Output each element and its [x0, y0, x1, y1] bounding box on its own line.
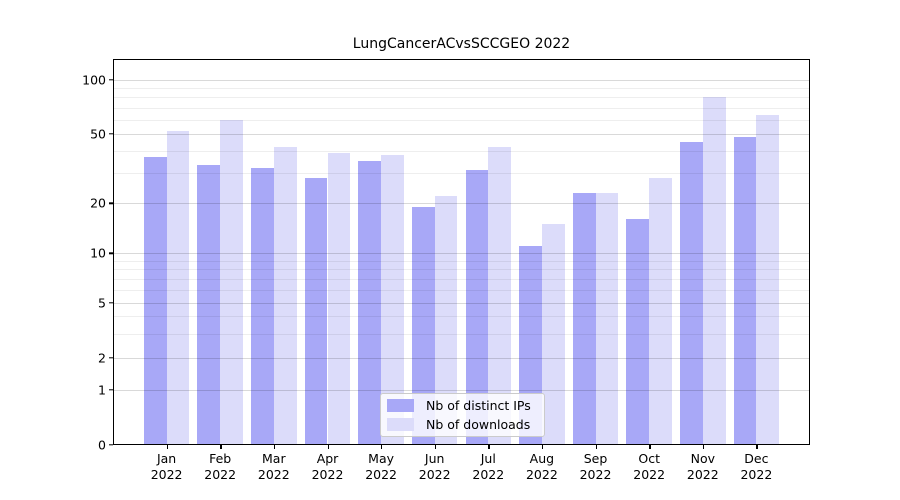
bar-downloads-apr	[327, 152, 351, 444]
y-tick-mark	[109, 357, 113, 359]
bar-distinct-ips-dec	[733, 137, 757, 444]
x-tick-year: 2022	[365, 467, 397, 482]
bar-downloads-jan	[166, 130, 190, 444]
legend: Nb of distinct IPs Nb of downloads	[380, 393, 545, 437]
bar-distinct-ips-nov	[680, 142, 703, 444]
bar-distinct-ips-feb	[197, 165, 221, 444]
x-tick-month: Jul	[480, 451, 496, 466]
x-tick-month: Oct	[638, 451, 660, 466]
x-tick-label: Apr 2022	[298, 451, 358, 483]
bar-downloads-sep	[595, 192, 619, 444]
x-tick-mark	[434, 445, 437, 449]
x-tick-mark	[381, 445, 383, 449]
x-tick-month: May	[368, 451, 395, 466]
x-tick-label: Feb 2022	[190, 451, 250, 483]
bar-downloads-dec	[756, 114, 780, 444]
bar-downloads-may	[381, 154, 404, 444]
x-tick-year: 2022	[150, 467, 183, 482]
bar-distinct-ips-jul	[465, 170, 489, 444]
y-tick-label: 20	[90, 195, 106, 211]
x-tick-label: May 2022	[351, 451, 411, 483]
y-tick-mark	[109, 133, 113, 135]
x-tick-mark	[273, 445, 276, 449]
bar-distinct-ips-mar	[251, 167, 274, 444]
x-tick-label: Dec 2022	[726, 451, 786, 483]
x-tick-label: Jun 2022	[405, 451, 465, 483]
x-tick-mark	[488, 445, 490, 449]
x-tick-mark	[166, 445, 168, 449]
x-tick-month: Mar	[262, 451, 286, 466]
x-tick-month: Jan	[156, 451, 177, 466]
x-tick-mark	[649, 445, 651, 449]
x-tick-month: Nov	[690, 451, 715, 466]
x-tick-year: 2022	[418, 467, 451, 482]
y-tick-mark	[109, 79, 113, 81]
x-tick-label: Nov 2022	[673, 451, 733, 483]
y-tick-mark	[109, 202, 113, 204]
chart-title: LungCancerACvsSCCGEO 2022	[352, 36, 571, 52]
y-tick-mark	[109, 302, 113, 304]
legend-item-distinct-ips: Nb of distinct IPs	[386, 397, 539, 414]
legend-swatch-downloads	[387, 418, 414, 432]
x-tick-month: Aug	[529, 451, 555, 466]
x-tick-year: 2022	[257, 467, 290, 482]
legend-label-downloads: Nb of downloads	[426, 417, 531, 433]
bar-distinct-ips-jun	[411, 207, 435, 444]
bar-downloads-feb	[220, 119, 243, 444]
y-tick-mark	[109, 252, 113, 254]
x-tick-label: Oct 2022	[619, 451, 679, 483]
x-tick-month: Sep	[583, 451, 608, 466]
x-tick-label: Sep 2022	[566, 451, 626, 483]
y-tick-label: 0	[98, 437, 106, 452]
y-tick-label: 10	[90, 245, 106, 261]
bar-downloads-mar	[273, 147, 297, 444]
x-tick-year: 2022	[204, 467, 237, 482]
x-tick-mark	[541, 445, 544, 449]
legend-swatch-distinct-ips	[387, 398, 414, 412]
x-tick-label: Jan 2022	[137, 451, 197, 483]
bar-distinct-ips-apr	[304, 177, 328, 444]
x-tick-year: 2022	[579, 467, 612, 482]
x-tick-year: 2022	[311, 467, 344, 482]
x-tick-year: 2022	[525, 467, 558, 482]
x-tick-mark	[756, 445, 758, 449]
bar-distinct-ips-jan	[143, 156, 167, 444]
x-tick-label: Mar 2022	[244, 451, 304, 483]
y-tick-label: 2	[98, 350, 106, 366]
bar-distinct-ips-may	[358, 161, 382, 444]
bar-distinct-ips-sep	[572, 192, 596, 444]
x-tick-year: 2022	[740, 467, 773, 482]
bar-downloads-aug	[541, 224, 565, 444]
bar-downloads-nov	[702, 97, 726, 444]
x-tick-year: 2022	[472, 467, 505, 482]
x-tick-label: Jul 2022	[458, 451, 518, 483]
y-tick-label: 1	[98, 382, 106, 398]
x-tick-year: 2022	[633, 467, 666, 482]
x-tick-label: Aug 2022	[512, 451, 572, 483]
legend-label-distinct-ips: Nb of distinct IPs	[426, 397, 531, 413]
x-tick-mark	[595, 445, 597, 449]
x-tick-year: 2022	[686, 467, 719, 482]
y-tick-label: 50	[90, 126, 106, 142]
x-tick-month: Jun	[424, 451, 445, 466]
bar-distinct-ips-oct	[626, 219, 650, 444]
y-tick-label: 5	[98, 295, 106, 311]
y-tick-label: 100	[82, 72, 106, 88]
x-tick-mark	[220, 445, 222, 449]
x-tick-month: Feb	[209, 451, 232, 466]
x-tick-month: Apr	[316, 451, 339, 466]
bar-downloads-jun	[434, 196, 458, 444]
bar-downloads-jul	[488, 147, 512, 444]
y-tick-mark	[109, 389, 113, 391]
y-tick-mark	[109, 443, 113, 446]
legend-item-downloads: Nb of downloads	[386, 417, 539, 434]
x-tick-mark	[702, 445, 705, 449]
bar-downloads-oct	[649, 177, 672, 444]
x-tick-mark	[327, 445, 329, 449]
x-tick-month: Dec	[744, 451, 769, 466]
